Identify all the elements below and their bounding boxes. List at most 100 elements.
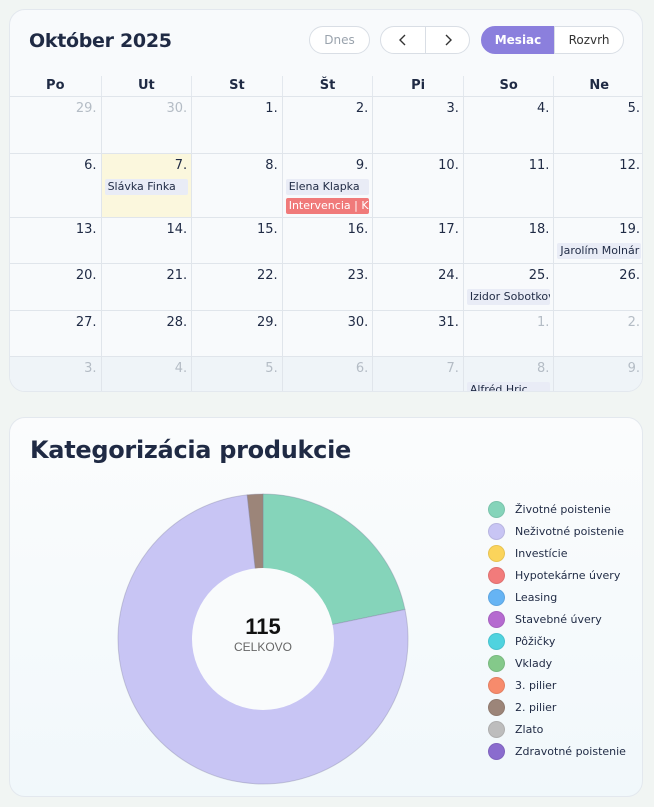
day-cell[interactable]: 4. [462,97,554,154]
legend-item[interactable]: Zlato [488,718,626,740]
day-number: 23. [347,268,369,283]
day-cell[interactable]: 28. [100,311,192,357]
legend-label: Leasing [515,590,558,604]
calendar-event[interactable]: Izidor Sobotkov [466,289,551,305]
day-number: 6. [84,158,97,173]
calendar-card: Október 2025 Dnes Mesiac Rozvrh Po Ut St Št… [9,9,643,392]
day-number: 16. [347,222,369,237]
day-cell[interactable]: 25. Izidor Sobotkov [462,264,554,311]
day-cell[interactable]: 11. [462,154,554,218]
day-cell[interactable]: 20. [10,264,101,311]
legend-swatch [488,544,505,562]
day-cell[interactable]: 31. [372,311,463,357]
day-cell[interactable]: 3. [372,97,463,154]
weekday-label: Po [46,78,65,93]
next-month-button[interactable] [425,26,470,54]
day-cell[interactable]: 6. [281,357,373,391]
day-cell[interactable]: 16. [281,218,373,264]
weekday-label: So [462,76,554,96]
day-cell[interactable]: 1. [191,97,282,154]
legend-swatch [488,698,505,716]
legend-label: Stavebné úvery [515,612,602,626]
weekday-header: Po Ut St Št Pi So Ne [10,76,642,96]
legend-item[interactable]: 2. pilier [488,696,626,718]
day-cell[interactable]: 13. [10,218,101,264]
weekday-label: St [191,76,282,96]
day-cell[interactable]: 17. [372,218,463,264]
legend-item[interactable]: Leasing [488,586,626,608]
donut-chart: 115 CELKOVO [117,493,409,785]
day-number: 6. [355,361,369,376]
day-cell[interactable]: 29. [191,311,282,357]
day-cell[interactable]: 7. [372,357,463,391]
day-cell[interactable]: 5. [553,97,642,154]
legend-swatch [488,588,505,606]
day-cell[interactable]: 10. [372,154,463,218]
calendar-event[interactable]: Slávka Finka [104,179,189,195]
legend-swatch [488,566,505,584]
prev-month-button[interactable] [380,26,426,54]
day-cell[interactable]: 12. [553,154,642,218]
calendar-event[interactable]: Alfréd Hric [466,382,551,391]
day-cell[interactable]: 1. [462,311,554,357]
day-cell[interactable]: 9. [553,357,642,391]
legend-item[interactable]: Neživotné poistenie [488,520,626,542]
day-cell[interactable]: 27. [10,311,101,357]
day-cell[interactable]: 26. [553,264,642,311]
legend-item[interactable]: Stavebné úvery [488,608,626,630]
day-cell[interactable]: 5. [191,357,282,391]
day-cell[interactable]: 8. Alfréd Hric [462,357,554,391]
calendar-grid: 29. 30. 1. 2. 3. 4. 5. 6. 7. Slávka Finka 8. 9. Elen… [10,96,642,391]
day-cell[interactable]: 2. [553,311,642,357]
day-cell[interactable]: 3. [10,357,101,391]
day-cell[interactable]: 6. [10,154,101,218]
day-cell[interactable]: 21. [100,264,192,311]
legend-item[interactable]: Vklady [488,652,626,674]
day-cell[interactable]: 19. Jarolím Molnár [553,218,642,264]
day-cell[interactable]: 23. [281,264,373,311]
today-button[interactable]: Dnes [309,26,370,54]
weekday-label: Št [281,76,373,96]
legend-label: Pôžičky [515,634,556,648]
day-number: 30. [347,315,369,330]
day-cell[interactable]: 18. [462,218,554,264]
day-cell[interactable]: 24. [372,264,463,311]
chart-title: Kategorizácia produkcie [30,436,352,464]
legend-item[interactable]: 3. pilier [488,674,626,696]
day-cell[interactable]: 30. [100,97,192,154]
day-number: 9. [355,158,369,173]
legend-item[interactable]: Pôžičky [488,630,626,652]
day-number: 18. [528,222,550,237]
day-cell[interactable]: 15. [191,218,282,264]
day-cell[interactable]: 22. [191,264,282,311]
calendar-event[interactable]: Jarolím Molnár [557,243,641,259]
legend-swatch [488,522,505,540]
day-cell[interactable]: 2. [281,97,373,154]
legend-item[interactable]: Investície [488,542,626,564]
day-number: 22. [257,268,278,283]
day-cell[interactable]: 30. [281,311,373,357]
legend-label: Zlato [515,722,544,736]
day-cell[interactable]: 29. [10,97,101,154]
schedule-view-button[interactable]: Rozvrh [554,26,624,54]
legend-item[interactable]: Zdravotné poistenie [488,740,626,762]
day-cell[interactable]: 4. [100,357,192,391]
day-number: 2. [627,315,640,330]
day-number: 19. [619,222,640,237]
day-number: 24. [438,268,459,283]
month-view-button[interactable]: Mesiac [481,26,555,54]
day-number: 11. [528,158,550,173]
legend-item[interactable]: Hypotekárne úvery [488,564,626,586]
day-cell[interactable]: 9. Elena Klapka Intervencia | Kli [281,154,373,218]
production-card: Kategorizácia produkcie 115 CELKOVO Živo… [9,417,643,797]
day-cell[interactable]: 7. Slávka Finka [100,154,192,218]
calendar-event[interactable]: Intervencia | Kli [285,198,370,214]
legend-item[interactable]: Životné poistenie [488,498,626,520]
day-number: 15. [257,222,278,237]
legend-label: Životné poistenie [515,502,611,516]
calendar-event[interactable]: Elena Klapka [285,179,370,195]
day-cell[interactable]: 8. [191,154,282,218]
day-number: 7. [446,361,459,376]
day-cell[interactable]: 14. [100,218,192,264]
day-number: 26. [619,268,640,283]
